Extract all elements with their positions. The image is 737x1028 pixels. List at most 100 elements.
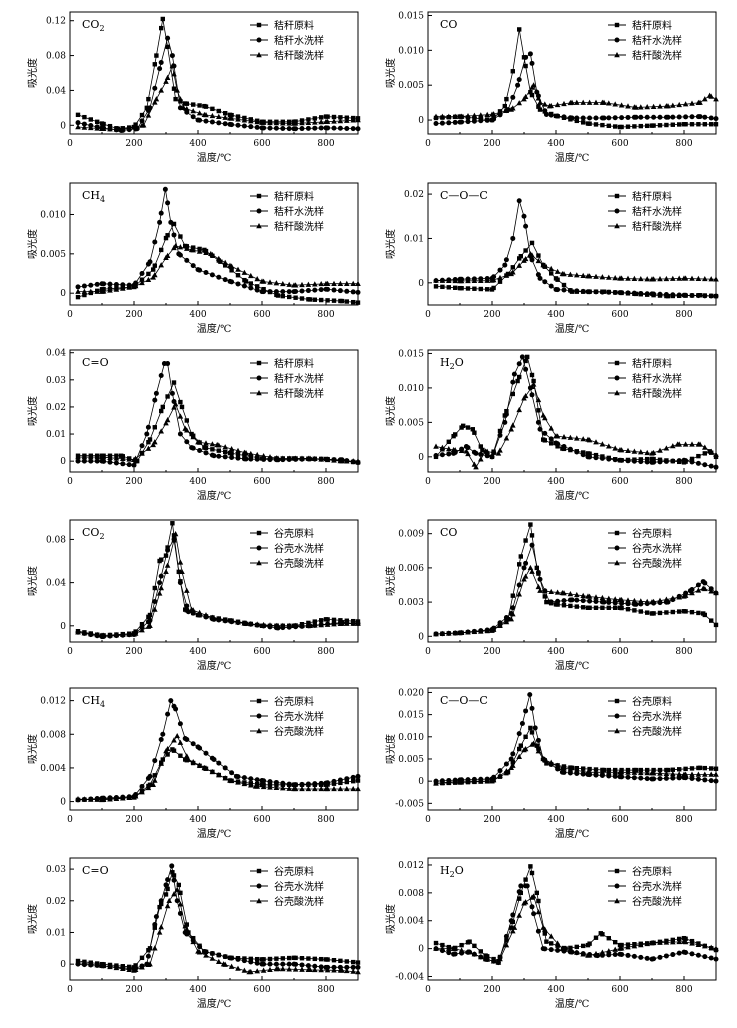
data-point — [261, 778, 267, 784]
series-2 — [433, 51, 719, 127]
y-tick-label: 0.008 — [398, 889, 424, 899]
data-point — [178, 890, 183, 896]
data-point — [601, 599, 607, 605]
data-point — [502, 262, 508, 268]
x-tick-label: 400 — [189, 139, 206, 149]
data-point — [165, 44, 170, 50]
data-point — [713, 771, 719, 777]
data-point — [439, 630, 446, 636]
y-tick-label: 0 — [60, 622, 66, 632]
data-point — [544, 939, 549, 944]
data-point — [528, 522, 533, 527]
data-point — [593, 115, 599, 121]
data-point — [587, 289, 593, 295]
data-point — [184, 926, 190, 932]
data-point — [139, 783, 145, 789]
plot-frame — [69, 11, 359, 135]
data-point — [150, 781, 156, 787]
data-point — [177, 244, 184, 250]
data-point — [273, 961, 279, 967]
data-point — [523, 877, 528, 882]
data-point — [81, 796, 88, 802]
data-point — [657, 770, 663, 776]
data-point — [606, 773, 612, 779]
data-point — [459, 119, 465, 125]
data-point — [663, 775, 669, 781]
data-point — [600, 122, 605, 128]
data-point — [568, 603, 573, 609]
data-point — [599, 949, 606, 955]
data-point — [164, 745, 171, 752]
data-point — [446, 120, 452, 126]
data-point — [534, 743, 539, 748]
data-point — [203, 104, 209, 109]
data-point — [325, 125, 331, 131]
data-point — [478, 778, 484, 784]
data-point — [287, 955, 292, 961]
data-point — [528, 864, 533, 869]
data-point — [267, 622, 273, 628]
data-point — [324, 280, 331, 286]
y-tick-label: 0.005 — [398, 81, 424, 91]
data-point — [113, 460, 119, 466]
data-point — [159, 901, 164, 907]
y-tick-label: 0.08 — [46, 52, 66, 62]
data-point — [299, 288, 305, 294]
data-point — [222, 954, 228, 960]
data-point — [561, 946, 567, 952]
data-point — [254, 777, 260, 783]
data-point — [248, 620, 254, 627]
data-point — [517, 374, 522, 380]
data-point — [81, 960, 88, 966]
data-point — [126, 966, 132, 972]
data-point — [355, 960, 361, 965]
data-point — [518, 883, 524, 889]
data-point — [561, 590, 567, 596]
data-point — [472, 430, 477, 435]
y-tick-label: 0.12 — [46, 17, 66, 27]
data-point — [184, 418, 189, 423]
data-point — [689, 100, 695, 106]
data-point — [331, 964, 337, 970]
data-point — [697, 441, 703, 447]
data-point — [548, 599, 554, 605]
x-tick-label: 800 — [675, 815, 692, 825]
data-point — [158, 898, 164, 904]
data-point — [292, 120, 299, 126]
data-point — [467, 939, 472, 944]
data-point — [152, 925, 157, 930]
y-tick-label: 0.010 — [40, 210, 66, 220]
data-point — [163, 420, 169, 426]
data-point — [179, 404, 185, 410]
data-point — [177, 580, 183, 586]
plot-frame — [427, 857, 717, 981]
data-point — [351, 959, 356, 965]
panel-title-subscript: 2 — [450, 870, 455, 879]
data-point — [682, 939, 689, 945]
data-point — [458, 447, 465, 454]
data-point — [177, 559, 184, 565]
data-point — [147, 259, 153, 265]
legend-marker — [256, 390, 262, 396]
x-tick-label: 600 — [611, 310, 628, 320]
panel-title-subscript: 2 — [99, 24, 104, 33]
data-point — [107, 281, 113, 287]
data-point — [465, 425, 471, 430]
data-point — [190, 114, 196, 120]
data-point — [561, 769, 567, 775]
data-point — [536, 898, 541, 904]
data-point — [312, 125, 318, 131]
data-point — [465, 286, 471, 291]
data-point — [599, 274, 606, 280]
data-point — [484, 277, 490, 283]
data-point — [708, 771, 714, 777]
data-point — [638, 104, 644, 110]
data-point — [145, 424, 151, 430]
x-tick-label: 0 — [425, 310, 431, 320]
data-point — [171, 404, 177, 410]
data-point — [702, 96, 708, 102]
series-1 — [433, 522, 719, 637]
data-point — [606, 605, 611, 610]
